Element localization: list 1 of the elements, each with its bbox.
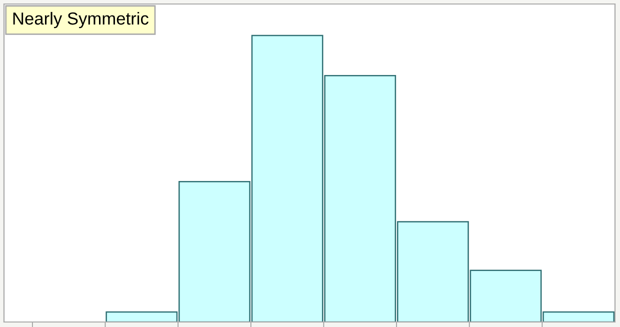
chart-title: Nearly Symmetric	[13, 12, 148, 28]
